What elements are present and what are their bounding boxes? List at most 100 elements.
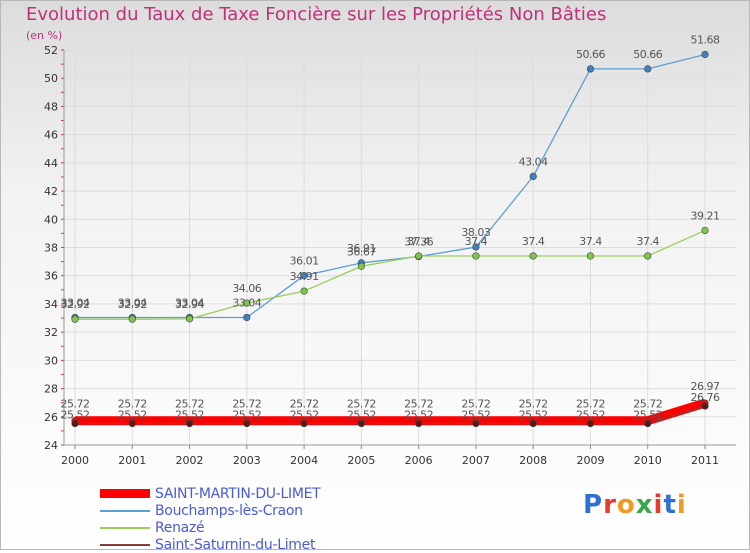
data-label: 43.04 (519, 155, 548, 168)
data-label: 26.76 (691, 391, 720, 404)
data-label: 37.4 (522, 235, 545, 248)
data-label: 32.94 (175, 298, 204, 311)
data-label: 50.66 (576, 48, 605, 61)
data-point (71, 419, 79, 428)
data-label: 37.36 (404, 236, 433, 249)
unit-label: (en %) (26, 29, 63, 42)
legend-label: Saint-Saturnin-du-Limet (155, 536, 316, 553)
x-tick-label: 2007 (462, 454, 490, 467)
x-tick-label: 2000 (61, 454, 89, 467)
data-label: 25.72 (404, 398, 433, 411)
data-point (243, 313, 251, 322)
y-tick-label: 26 (44, 411, 58, 424)
data-point (644, 65, 652, 73)
data-label: 25.52 (232, 409, 261, 422)
data-point (357, 262, 365, 270)
data-label: 25.52 (519, 409, 548, 422)
legend: SAINT-MARTIN-DU-LIMET Bouchamps-lès-Crao… (100, 485, 321, 553)
y-tick-label: 44 (44, 157, 58, 170)
logo-letter: P (583, 490, 604, 520)
data-point (472, 243, 480, 251)
data-label: 33.04 (118, 296, 147, 309)
y-tick-label: 28 (44, 383, 58, 396)
data-point (701, 226, 709, 235)
data-label: 25.72 (232, 398, 261, 411)
data-label: 25.52 (61, 409, 90, 422)
data-label: 25.72 (633, 398, 662, 411)
data-label: 37.4 (579, 235, 602, 248)
y-tick-label: 50 (44, 72, 58, 85)
data-point (243, 299, 251, 307)
data-label: 37.4 (465, 235, 488, 248)
x-tick-label: 2003 (233, 454, 261, 467)
data-point (586, 419, 595, 428)
y-tick-label: 34 (44, 298, 58, 311)
data-label: 37.4 (636, 235, 659, 248)
data-label: 26.97 (691, 380, 720, 393)
data-label: 34.06 (232, 282, 261, 295)
data-label: 36.91 (347, 242, 376, 255)
data-label: 25.52 (461, 409, 490, 422)
y-tick-label: 38 (44, 242, 58, 255)
data-point (472, 419, 480, 428)
data-point (644, 252, 652, 260)
data-point (128, 315, 136, 323)
line-chart: 24 26 28 30 32 34 36 38 40 42 44 46 48 50 52 2000 2001 20… (44, 34, 736, 467)
logo-letter: t (663, 490, 677, 520)
chart-title: Evolution du Taux de Taxe Foncière sur l… (26, 4, 607, 25)
legend-label: SAINT-MARTIN-DU-LIMET (155, 485, 321, 502)
data-label: 25.52 (576, 409, 605, 422)
data-label: 25.72 (519, 398, 548, 411)
data-label: 39.21 (691, 209, 720, 222)
data-label: 33.04 (61, 296, 90, 309)
data-label: 25.72 (576, 398, 605, 411)
y-tick-label: 30 (44, 354, 58, 367)
legend-swatch (100, 509, 150, 512)
legend-swatch (100, 489, 150, 498)
y-tick-label: 32 (44, 326, 58, 339)
series-line (75, 229, 706, 320)
data-point (586, 65, 595, 73)
data-label: 25.52 (175, 409, 204, 422)
data-labels: 25.72 25.72 25.72 25.72 25.72 25.72 25.72 25.72… (61, 34, 721, 422)
data-label: 33.04 (232, 296, 261, 309)
tick-labels: 24 26 28 30 32 34 36 38 40 42 44 46 48 50 52 2000 2001 20… (44, 44, 719, 467)
x-tick-label: 2002 (176, 454, 204, 467)
data-label: 32.92 (118, 298, 147, 311)
legend-item-renaze: Renazé (100, 519, 320, 536)
data-point (185, 419, 194, 428)
data-point (128, 419, 136, 428)
data-label: 36.01 (290, 255, 319, 268)
data-point (529, 252, 537, 260)
x-tick-label: 2005 (347, 454, 375, 467)
data-label: 25.52 (290, 409, 319, 422)
data-label: 25.52 (118, 409, 147, 422)
legend-item-bouchamps: Bouchamps-lès-Craon (100, 502, 320, 519)
logo-letter: x (635, 490, 654, 520)
data-label: 25.52 (404, 409, 433, 422)
legend-item-saint-saturnin: Saint-Saturnin-du-Limet (100, 536, 320, 553)
data-point (586, 252, 595, 260)
data-label: 25.72 (61, 398, 90, 411)
data-point (529, 419, 537, 428)
data-label: 32.92 (61, 298, 90, 311)
logo-letter: i (653, 490, 664, 520)
y-tick-label: 46 (44, 129, 58, 142)
y-tick-label: 24 (44, 439, 58, 452)
data-label: 50.66 (633, 48, 662, 61)
x-tick-label: 2008 (519, 454, 547, 467)
data-label: 33.04 (175, 296, 204, 309)
logo-letter: r (603, 490, 617, 520)
y-tick-label: 48 (44, 100, 58, 113)
data-point (71, 315, 79, 323)
x-tick-label: 2009 (576, 454, 604, 467)
logo-letter: o (616, 490, 636, 520)
proxiti-logo: Proxiti (583, 490, 687, 520)
grid-lines (64, 49, 736, 446)
x-tick-label: 2006 (405, 454, 433, 467)
data-point (472, 252, 480, 260)
y-tick-label: 40 (44, 213, 58, 226)
x-tick-label: 2011 (691, 454, 719, 467)
y-tick-label: 42 (44, 185, 58, 198)
